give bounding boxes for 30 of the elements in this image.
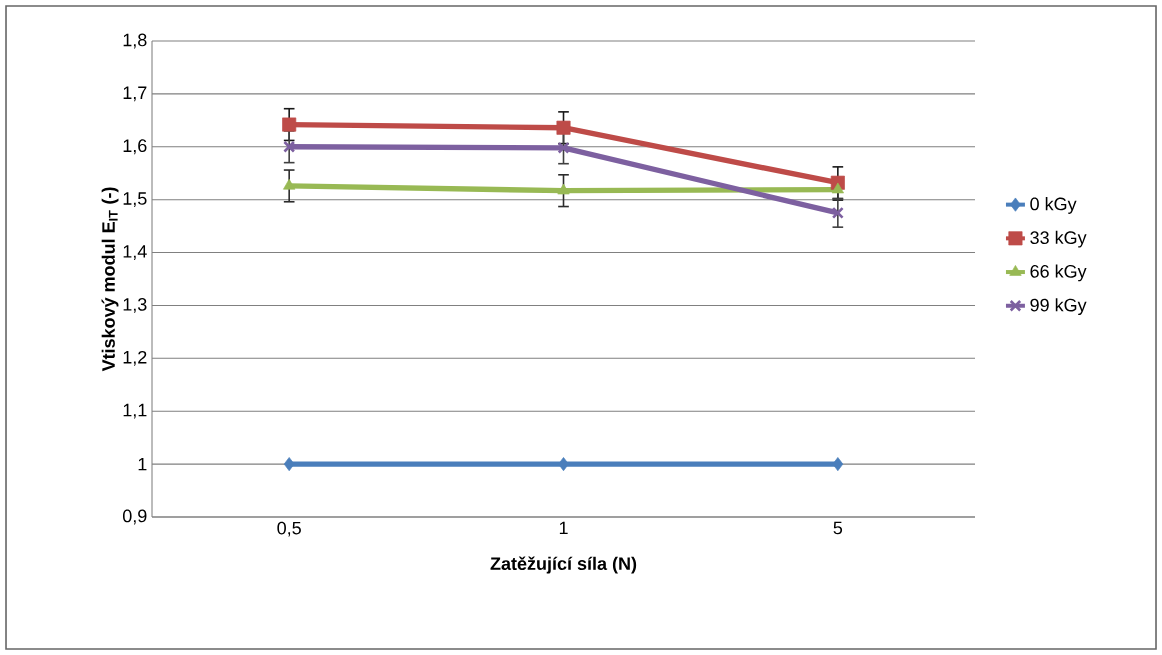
point bbox=[283, 457, 295, 472]
y-tick-label: 1,6 bbox=[123, 139, 147, 155]
point bbox=[282, 117, 297, 132]
point bbox=[557, 141, 570, 154]
y-tick-label: 1,7 bbox=[123, 86, 147, 102]
point bbox=[557, 183, 570, 195]
legend-label: 0 kGy bbox=[1030, 197, 1077, 214]
y-tick-label: 1,5 bbox=[123, 192, 147, 207]
y-tick-label: 1,2 bbox=[123, 350, 147, 366]
point bbox=[556, 120, 571, 135]
point bbox=[283, 140, 296, 153]
x-axis-title: Zatěžující síla (N) bbox=[490, 556, 637, 574]
point bbox=[283, 178, 296, 190]
point bbox=[832, 457, 844, 472]
legend-label: 66 kGy bbox=[1030, 264, 1087, 282]
x-tick-label: 5 bbox=[833, 521, 843, 535]
point bbox=[831, 206, 844, 219]
y-tick-label: 1 bbox=[138, 457, 147, 471]
y-tick-label: 1,3 bbox=[123, 298, 147, 313]
y-tick-label: 1,8 bbox=[123, 33, 147, 49]
point bbox=[558, 457, 569, 472]
y-tick-label: 1,4 bbox=[123, 245, 147, 260]
y-axis-title: Vtiskový modul E$_{IT}$ (-) bbox=[101, 187, 119, 372]
point bbox=[831, 182, 844, 194]
x-tick-label: 0,5 bbox=[277, 521, 301, 537]
legend-label: 33 kGy bbox=[1030, 230, 1087, 248]
y-tick-label: 1,1 bbox=[123, 403, 147, 419]
legend-label: 99 kGy bbox=[1030, 298, 1087, 316]
y-tick-label: 0,9 bbox=[122, 509, 147, 525]
x-tick-label: 1 bbox=[559, 521, 568, 535]
